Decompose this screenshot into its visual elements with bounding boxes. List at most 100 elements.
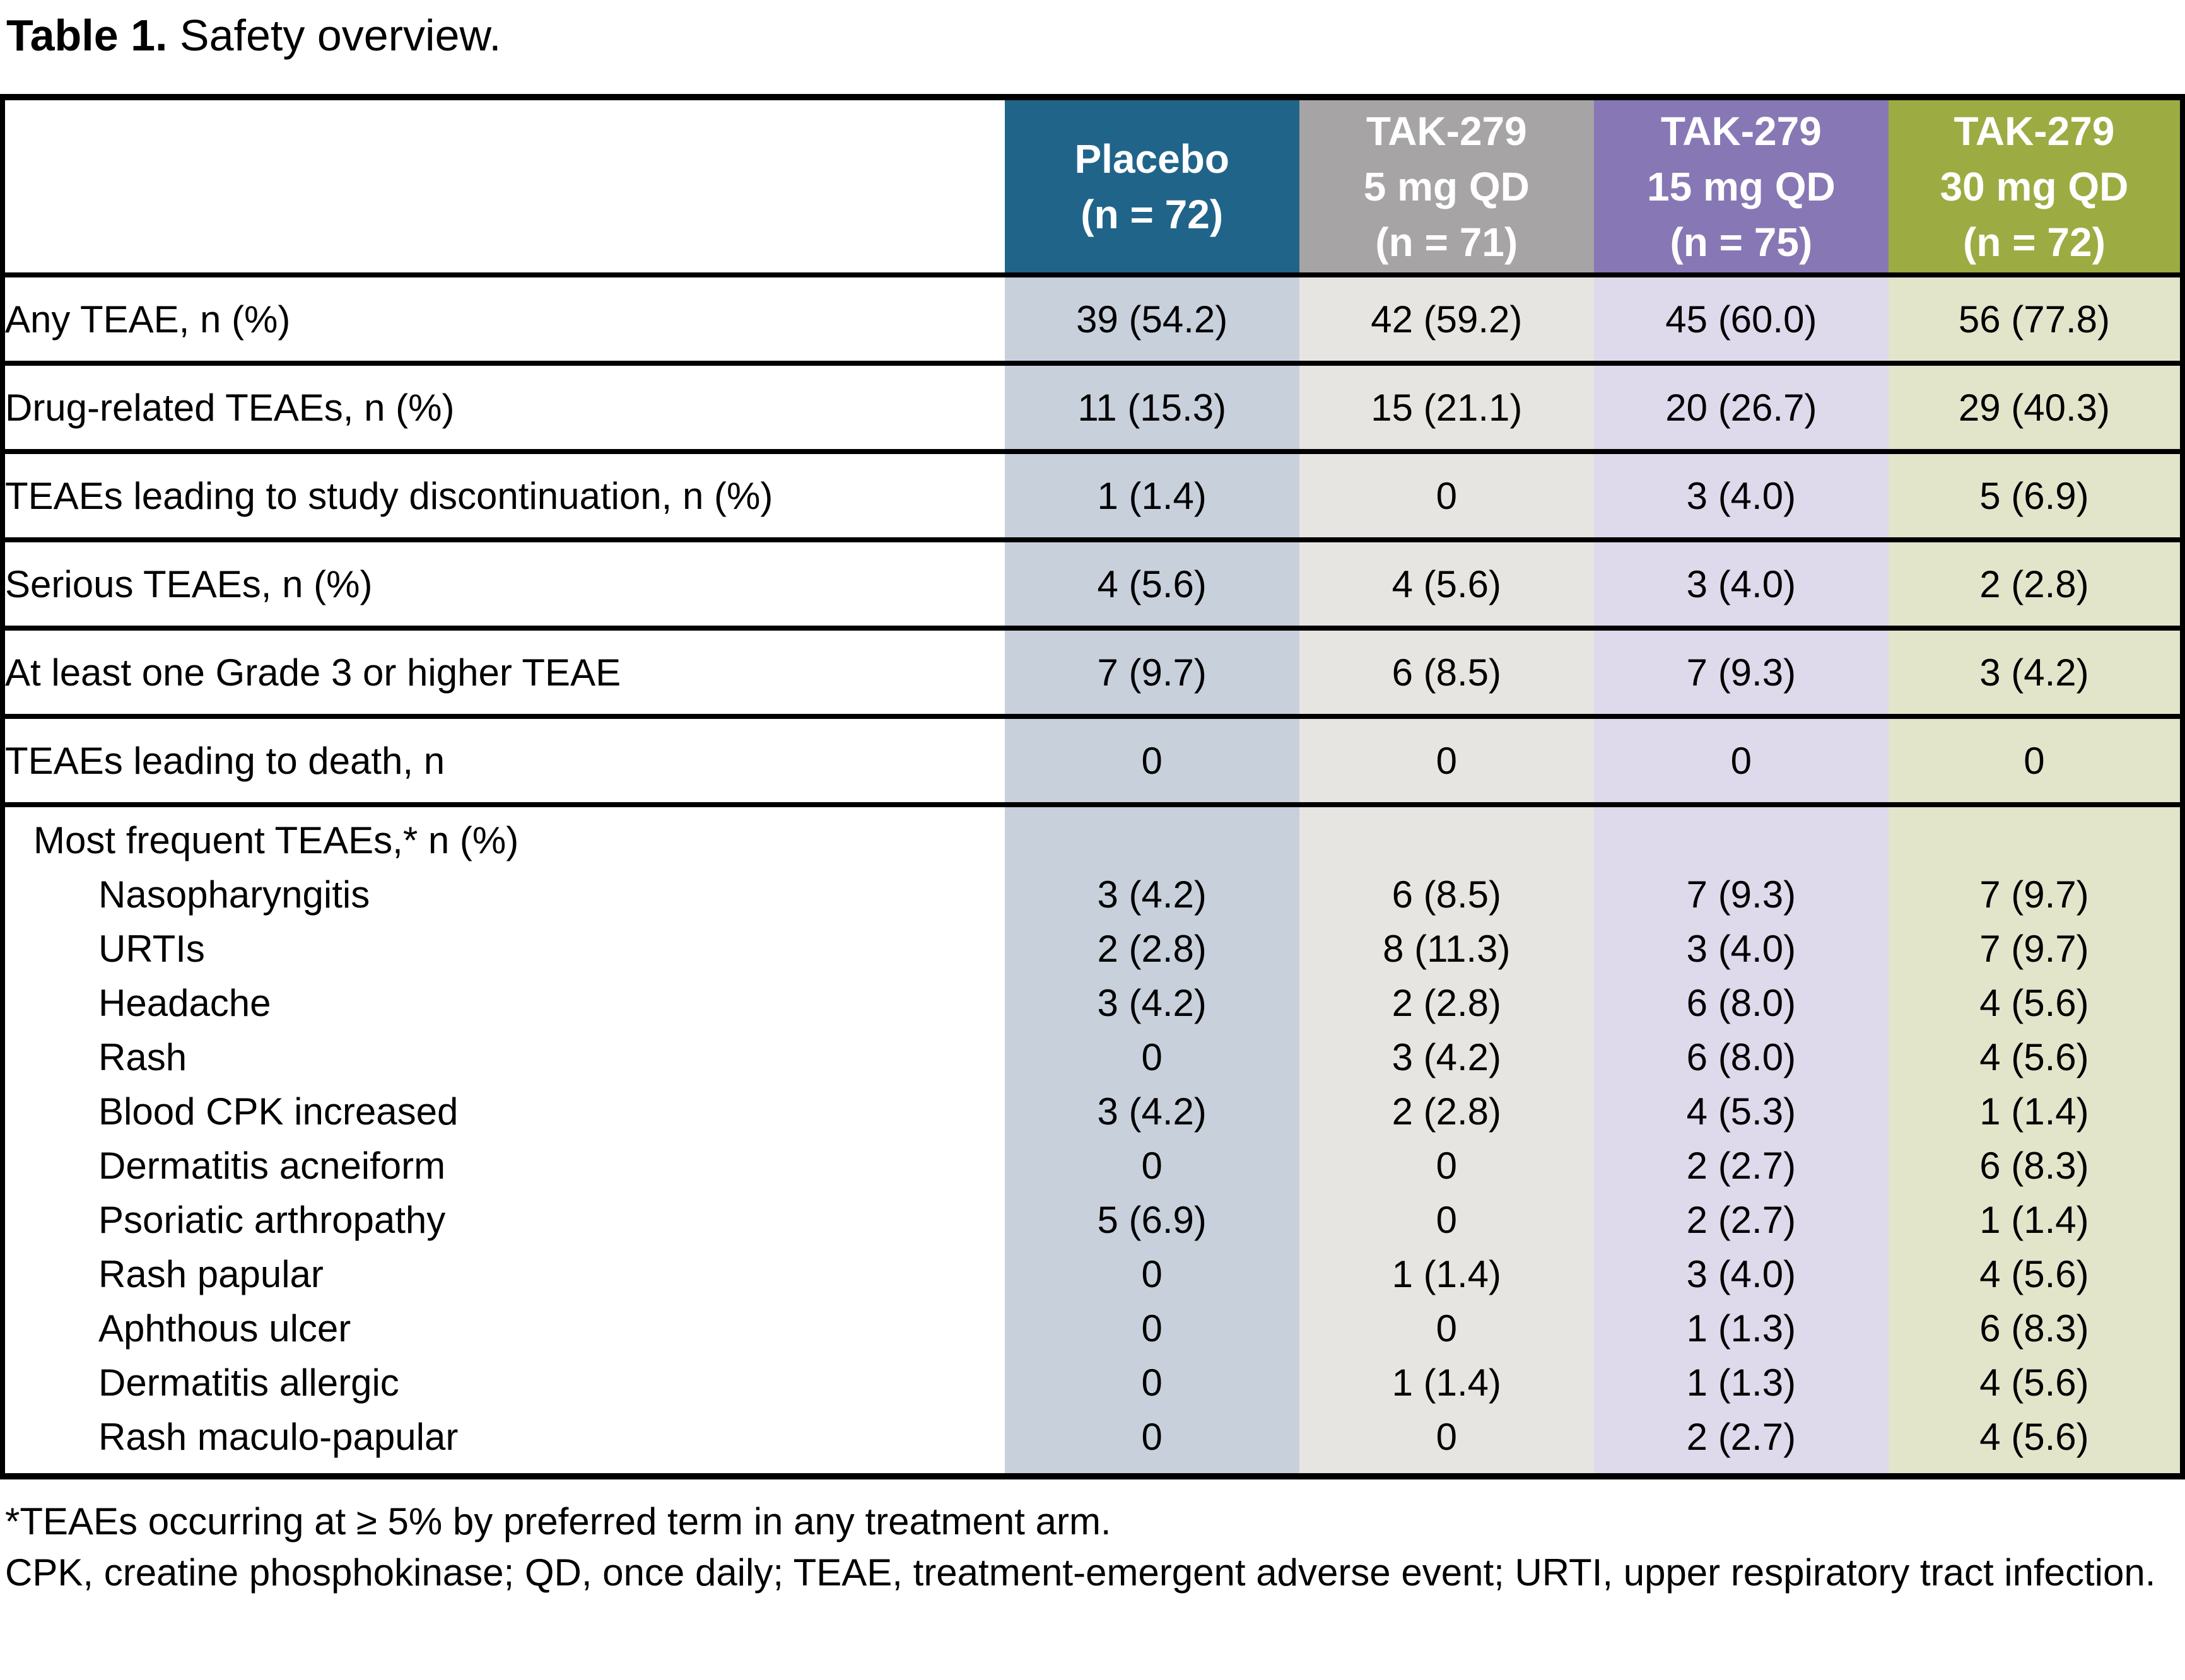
row-label: TEAEs leading to death, n [3,714,1005,805]
table-row: Drug-related TEAEs, n (%) 11 (15.3) 15 (21… [3,361,2182,452]
group-value-cell: 6 (8.5) 8 (11.3) 2 (2.8) 3 (4.2) 2 (2.8) 0 0 1 … [1299,802,1594,1476]
group-value: 3 (4.2) [1097,873,1207,916]
group-value: 6 (8.3) [1979,1307,2089,1350]
group-value: 1 (1.3) [1686,1362,1796,1404]
group-value: 0 [1141,1416,1163,1458]
group-value: 4 (5.6) [1979,1253,2089,1295]
value-cell: 0 [1299,449,1594,540]
table-row: TEAEs leading to study discontinuation, … [3,449,2182,540]
header-row: Placebo (n = 72) TAK-279 5 mg QD (n = 71) TAK… [3,97,2182,275]
group-value: 3 (4.2) [1097,1090,1207,1133]
group-value: 0 [1436,1199,1457,1241]
table-title-text: Safety overview. [167,11,501,60]
group-value: 0 [1141,1253,1163,1295]
group-item-label: Headache [98,982,271,1024]
header-cell-tak279-15mg: TAK-279 15 mg QD (n = 75) [1593,97,1889,275]
group-item-label: Aphthous ulcer [98,1307,351,1350]
value-cell: 0 [1593,714,1889,805]
group-value: 2 (2.7) [1686,1199,1796,1241]
group-value: 2 (2.8) [1097,928,1207,970]
value-cell: 56 (77.8) [1888,272,2182,363]
value-cell: 4 (5.6) [1004,537,1299,628]
footnote-abbreviations: CPK, creatine phosphokinase; QD, once da… [5,1551,2156,1594]
group-value: 0 [1436,1416,1457,1458]
group-value-spacer [1889,814,2180,868]
value-cell: 15 (21.1) [1299,361,1594,452]
group-value: 4 (5.6) [1979,1416,2089,1458]
header-line: TAK-279 [1954,108,2115,154]
group-value: 7 (9.3) [1686,873,1796,916]
group-value: 5 (6.9) [1097,1199,1207,1241]
header-line: (n = 71) [1375,219,1518,265]
value-cell: 20 (26.7) [1593,361,1889,452]
row-label: Any TEAE, n (%) [3,272,1005,363]
header-line: (n = 72) [1963,219,2106,265]
value-cell: 0 [1888,714,2182,805]
table-row: Any TEAE, n (%) 39 (54.2) 42 (59.2) 45 (60.… [3,272,2182,363]
group-value: 2 (2.7) [1686,1145,1796,1187]
group-value-spacer [1299,814,1594,868]
group-value: 4 (5.6) [1979,1036,2089,1078]
group-row-labels: Most frequent TEAEs,* n (%) Nasopharyngit… [3,802,1005,1476]
footnotes: *TEAEs occurring at ≥ 5% by preferred te… [0,1479,2185,1598]
group-value: 0 [1436,1145,1457,1187]
group-item-label: Nasopharyngitis [98,873,370,916]
group-value: 7 (9.7) [1979,928,2089,970]
group-item-label: Psoriatic arthropathy [98,1199,446,1241]
group-value: 6 (8.5) [1391,873,1501,916]
row-label: At least one Grade 3 or higher TEAE [3,626,1005,716]
row-label: TEAEs leading to study discontinuation, … [3,449,1005,540]
value-cell: 3 (4.2) [1888,626,2182,716]
group-value-cell: 7 (9.3) 3 (4.0) 6 (8.0) 6 (8.0) 4 (5.3) 2 (2.… [1593,802,1889,1476]
group-value-cell: 7 (9.7) 7 (9.7) 4 (5.6) 4 (5.6) 1 (1.4) 6 (8.… [1888,802,2182,1476]
group-row-most-frequent-teaes: Most frequent TEAEs,* n (%) Nasopharyngit… [3,802,2182,1476]
value-cell: 0 [1299,714,1594,805]
group-value-spacer [1594,814,1889,868]
value-cell: 45 (60.0) [1593,272,1889,363]
table-header: Placebo (n = 72) TAK-279 5 mg QD (n = 71) TAK… [3,97,2182,275]
header-line: (n = 72) [1081,191,1224,237]
group-value: 0 [1436,1307,1457,1350]
group-item-label: Rash papular [98,1253,324,1295]
group-value: 0 [1141,1036,1163,1078]
header-line: (n = 75) [1670,219,1813,265]
group-value: 4 (5.6) [1979,1362,2089,1404]
group-value: 1 (1.4) [1979,1199,2089,1241]
group-item-label: Rash [98,1036,187,1078]
value-cell: 3 (4.0) [1593,537,1889,628]
group-value: 0 [1141,1145,1163,1187]
value-cell: 0 [1004,714,1299,805]
header-cell-empty [3,97,1005,275]
group-value: 4 (5.3) [1686,1090,1796,1133]
header-line: TAK-279 [1366,108,1527,154]
value-cell: 39 (54.2) [1004,272,1299,363]
table-title: Table 1. Safety overview. [0,0,2185,94]
value-cell: 7 (9.7) [1004,626,1299,716]
group-value: 2 (2.8) [1391,1090,1501,1133]
value-cell: 7 (9.3) [1593,626,1889,716]
group-value: 2 (2.7) [1686,1416,1796,1458]
header-line: 5 mg QD [1363,163,1530,209]
group-item-label: Blood CPK increased [98,1090,459,1133]
value-cell: 5 (6.9) [1888,449,2182,540]
header-line: 30 mg QD [1940,163,2129,209]
header-line: TAK-279 [1660,108,1822,154]
value-cell: 4 (5.6) [1299,537,1594,628]
table-title-number: Table 1. [6,11,168,60]
table-body: Any TEAE, n (%) 39 (54.2) 42 (59.2) 45 (60.… [3,272,2182,1476]
group-value: 0 [1141,1362,1163,1404]
group-row-title: Most frequent TEAEs,* n (%) [33,819,519,861]
group-value: 0 [1141,1307,1163,1350]
row-label: Drug-related TEAEs, n (%) [3,361,1005,452]
header-cell-tak279-5mg: TAK-279 5 mg QD (n = 71) [1299,97,1594,275]
group-value: 6 (8.3) [1979,1145,2089,1187]
group-value-cell: 3 (4.2) 2 (2.8) 3 (4.2) 0 3 (4.2) 0 5 (6.9) 0 0 0… [1004,802,1299,1476]
value-cell: 29 (40.3) [1888,361,2182,452]
footnote-teae-threshold: *TEAEs occurring at ≥ 5% by preferred te… [5,1500,1111,1543]
group-item-label: URTIs [98,928,205,970]
group-value: 3 (4.2) [1391,1036,1501,1078]
group-value: 1 (1.4) [1391,1362,1501,1404]
header-cell-placebo: Placebo (n = 72) [1004,97,1299,275]
value-cell: 11 (15.3) [1004,361,1299,452]
